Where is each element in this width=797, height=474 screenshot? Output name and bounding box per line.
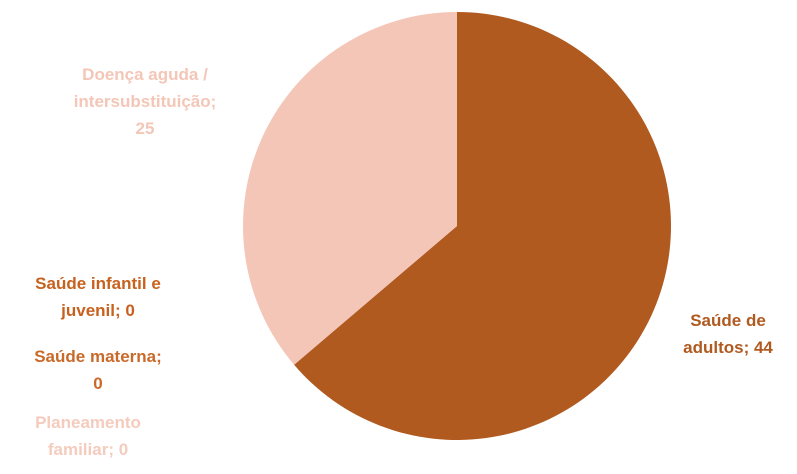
data-label-saude-infantil-e-juvenil: Saúde infantil e juvenil; 0 <box>35 274 161 320</box>
data-label-line: 0 <box>93 374 102 393</box>
pie-labels: Saúde de adultos; 44 Planeamento familiar; … <box>34 65 773 459</box>
data-label-line: familiar; 0 <box>48 440 128 459</box>
data-label-planeamento-familiar: Planeamento familiar; 0 <box>35 413 141 459</box>
data-label-saude-de-adultos: Saúde de adultos; 44 <box>683 311 773 357</box>
slice-doenca-aguda-intersubstituicao <box>243 11 457 365</box>
data-label-line: Saúde infantil e <box>35 274 161 293</box>
data-label-line: Saúde materna; <box>34 347 162 366</box>
data-label-saude-materna: Saúde materna; 0 <box>34 347 162 393</box>
pie-slices <box>243 11 671 440</box>
data-label-doenca-aguda-intersubstituicao: Doença aguda / intersubstituição; 25 <box>74 65 217 138</box>
data-label-line: Doença aguda / <box>82 65 208 84</box>
slice-saude-de-adultos <box>294 12 671 440</box>
data-label-line: juvenil; 0 <box>60 301 135 320</box>
data-label-line: Planeamento <box>35 413 141 432</box>
data-label-line: intersubstituição; <box>74 92 217 111</box>
data-label-line: 25 <box>136 119 155 138</box>
data-label-line: adultos; 44 <box>683 338 773 357</box>
data-label-line: Saúde de <box>690 311 766 330</box>
